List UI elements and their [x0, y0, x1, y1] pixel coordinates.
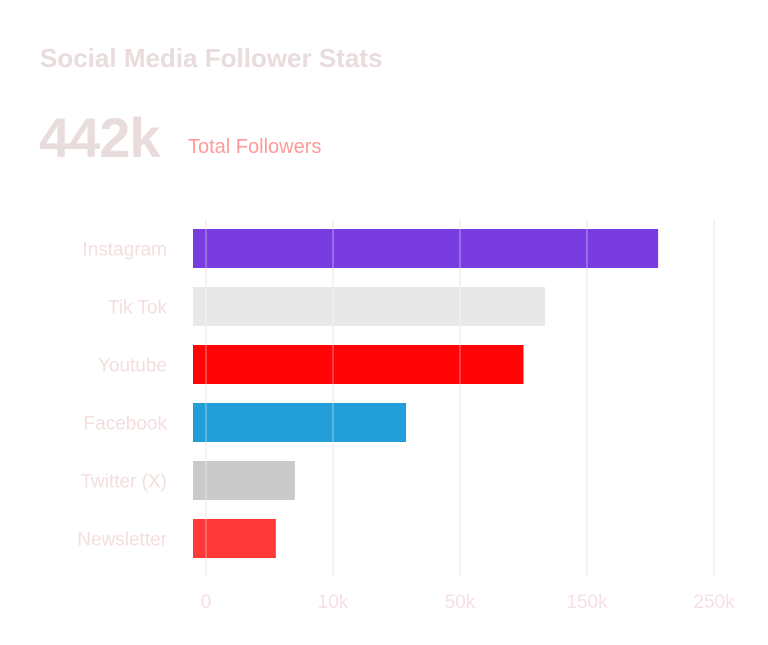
bar-twitter-x	[193, 461, 295, 500]
x-tick-label: 0	[201, 592, 212, 613]
x-tick-label: 250k	[693, 592, 735, 613]
total-followers-value: 442k	[39, 106, 161, 169]
bar-facebook	[193, 403, 407, 442]
category-label: Youtube	[98, 356, 167, 377]
bar-youtube	[193, 345, 524, 384]
category-label: Twitter (X)	[80, 472, 167, 493]
x-tick-label: 50k	[445, 592, 476, 613]
chart-title: Social Media Follower Stats	[40, 43, 383, 73]
x-tick-label: 150k	[566, 592, 608, 613]
category-label: Facebook	[84, 414, 168, 435]
x-tick-label: 10k	[318, 592, 349, 613]
category-label: Tik Tok	[108, 298, 168, 319]
bar-newsletter	[193, 519, 276, 558]
category-label: Newsletter	[77, 530, 167, 551]
bar-instagram	[193, 229, 659, 268]
total-followers-label: Total Followers	[188, 136, 322, 158]
category-label: Instagram	[83, 240, 167, 261]
bar-tik-tok	[193, 287, 546, 326]
